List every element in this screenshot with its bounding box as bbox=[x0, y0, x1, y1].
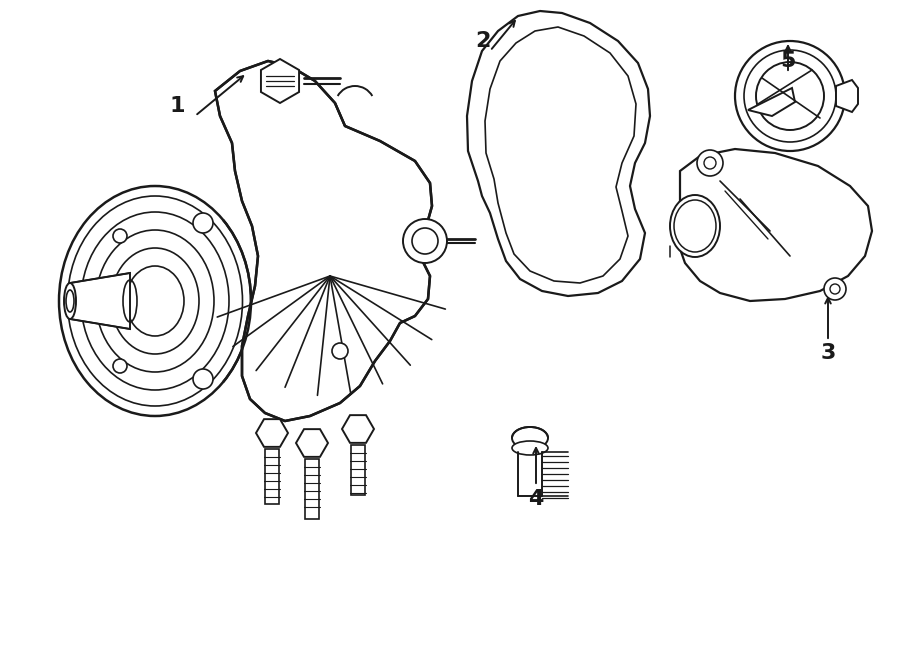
Circle shape bbox=[756, 62, 824, 130]
Polygon shape bbox=[261, 59, 299, 103]
Ellipse shape bbox=[59, 186, 251, 416]
Circle shape bbox=[824, 278, 846, 300]
Ellipse shape bbox=[512, 427, 548, 449]
Circle shape bbox=[412, 228, 438, 254]
Polygon shape bbox=[265, 449, 279, 504]
Circle shape bbox=[113, 229, 127, 243]
Circle shape bbox=[735, 41, 845, 151]
Polygon shape bbox=[305, 459, 319, 519]
Ellipse shape bbox=[64, 283, 76, 319]
Circle shape bbox=[403, 219, 447, 263]
Polygon shape bbox=[256, 419, 288, 447]
Polygon shape bbox=[836, 80, 858, 112]
Polygon shape bbox=[467, 11, 650, 296]
Text: 2: 2 bbox=[475, 31, 491, 51]
Polygon shape bbox=[351, 445, 365, 495]
Text: 1: 1 bbox=[169, 96, 184, 116]
Ellipse shape bbox=[66, 290, 74, 312]
Circle shape bbox=[193, 213, 213, 233]
Polygon shape bbox=[678, 149, 872, 301]
Polygon shape bbox=[748, 88, 795, 116]
Polygon shape bbox=[296, 429, 328, 457]
Polygon shape bbox=[342, 415, 374, 443]
Circle shape bbox=[697, 150, 723, 176]
Ellipse shape bbox=[670, 195, 720, 257]
Ellipse shape bbox=[512, 441, 548, 455]
Circle shape bbox=[332, 343, 348, 359]
Text: 5: 5 bbox=[780, 51, 796, 71]
Polygon shape bbox=[70, 273, 130, 329]
Text: 4: 4 bbox=[528, 489, 544, 509]
Circle shape bbox=[113, 359, 127, 373]
Circle shape bbox=[193, 369, 213, 389]
Polygon shape bbox=[215, 61, 432, 421]
Text: 3: 3 bbox=[820, 343, 836, 363]
